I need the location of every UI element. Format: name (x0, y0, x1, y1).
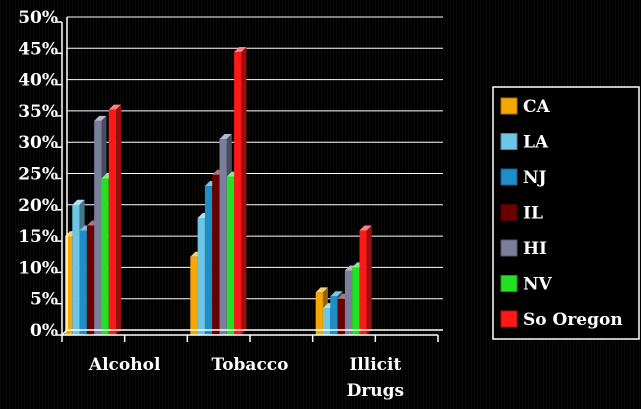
bar-top (315, 287, 328, 293)
bar-front (344, 270, 353, 335)
y-tick-label: 25% (18, 165, 58, 185)
bar-front (72, 204, 80, 335)
legend-item-ca: CA (500, 97, 551, 117)
bar-front (79, 230, 87, 335)
bar-front (226, 176, 235, 335)
bar-front (108, 109, 117, 335)
bar-so-oregon-alcohol (108, 104, 122, 335)
y-tick-label: 50% (18, 8, 58, 28)
bar-front (94, 120, 102, 336)
legend-swatch (500, 204, 518, 221)
legend-label: HI (523, 239, 547, 259)
bar-front (322, 308, 331, 335)
category-labels: Alcohol Tobacco Illicit Drugs (88, 355, 404, 401)
bars (65, 47, 372, 336)
y-tick-label: 10% (18, 258, 58, 278)
y-tick-label: 35% (18, 102, 58, 122)
legend-swatch (500, 275, 518, 292)
bar-front (337, 298, 345, 335)
y-tick-label: 45% (18, 39, 58, 59)
legend-item-il: IL (500, 204, 543, 224)
bar-front (86, 225, 95, 335)
legend-items: CA LA NJ IL HI NV So Oregon (500, 97, 623, 330)
legend-item-so-oregon: So Oregon (500, 310, 623, 330)
bar-top (94, 115, 107, 121)
bar-front (234, 52, 242, 335)
y-tick-label: 40% (18, 71, 58, 91)
category-label: Tobacco (212, 355, 289, 375)
bar-front (65, 236, 73, 335)
bar-so-oregon-tobacco (234, 47, 247, 335)
bar-side (116, 104, 122, 335)
legend-item-nv: NV (500, 275, 553, 295)
category-label: Drugs (347, 381, 405, 401)
y-tick-label: 20% (18, 196, 58, 216)
y-tick-labels: 0% 5% 10% 15% 20% 25% 30% 35% 40% 45% 50% (18, 8, 58, 341)
bar-front (219, 139, 227, 335)
bar-top (72, 199, 85, 205)
legend-item-la: LA (500, 133, 549, 153)
legend-label: So Oregon (523, 310, 623, 330)
legend-item-hi: HI (500, 239, 547, 259)
bar-top (234, 47, 247, 53)
legend-swatch (500, 310, 518, 328)
y-tick-label: 30% (18, 133, 58, 153)
bar-front (101, 178, 109, 335)
legend-swatch (500, 168, 518, 186)
legend-label: LA (523, 133, 549, 153)
y-tick-label: 15% (18, 227, 58, 247)
bar-front (204, 186, 213, 335)
legend-item-nj: NJ (500, 168, 547, 188)
legend-swatch (500, 97, 518, 115)
bar-top (359, 225, 372, 231)
bar-so-oregon-illicit-drugs (359, 225, 372, 335)
gridlines (67, 16, 443, 331)
bar-front (352, 267, 360, 335)
legend-label: CA (523, 97, 551, 117)
bar-top (108, 104, 122, 110)
bar-front (359, 230, 367, 335)
bar-front (315, 292, 323, 335)
legend-swatch (500, 239, 518, 257)
bar-front (197, 217, 205, 335)
category-label: Illicit (349, 355, 401, 375)
bar-front (190, 256, 198, 335)
bar-top (219, 134, 232, 140)
category-label: Alcohol (88, 355, 161, 375)
y-tick-label: 5% (30, 290, 58, 310)
bar-front (330, 296, 338, 335)
y-tick-label: 0% (30, 321, 58, 341)
axis-corner (61, 329, 68, 336)
legend-label: IL (523, 204, 543, 224)
bar-front (212, 174, 220, 335)
axes (56, 17, 443, 342)
bar-side (366, 225, 372, 335)
legend-label: NV (523, 275, 553, 295)
legend: CA LA NJ IL HI NV So Oregon (492, 86, 640, 340)
legend-label: NJ (523, 168, 547, 188)
bar-top (330, 291, 343, 297)
bar-side (241, 47, 247, 335)
legend-swatch (500, 133, 518, 150)
